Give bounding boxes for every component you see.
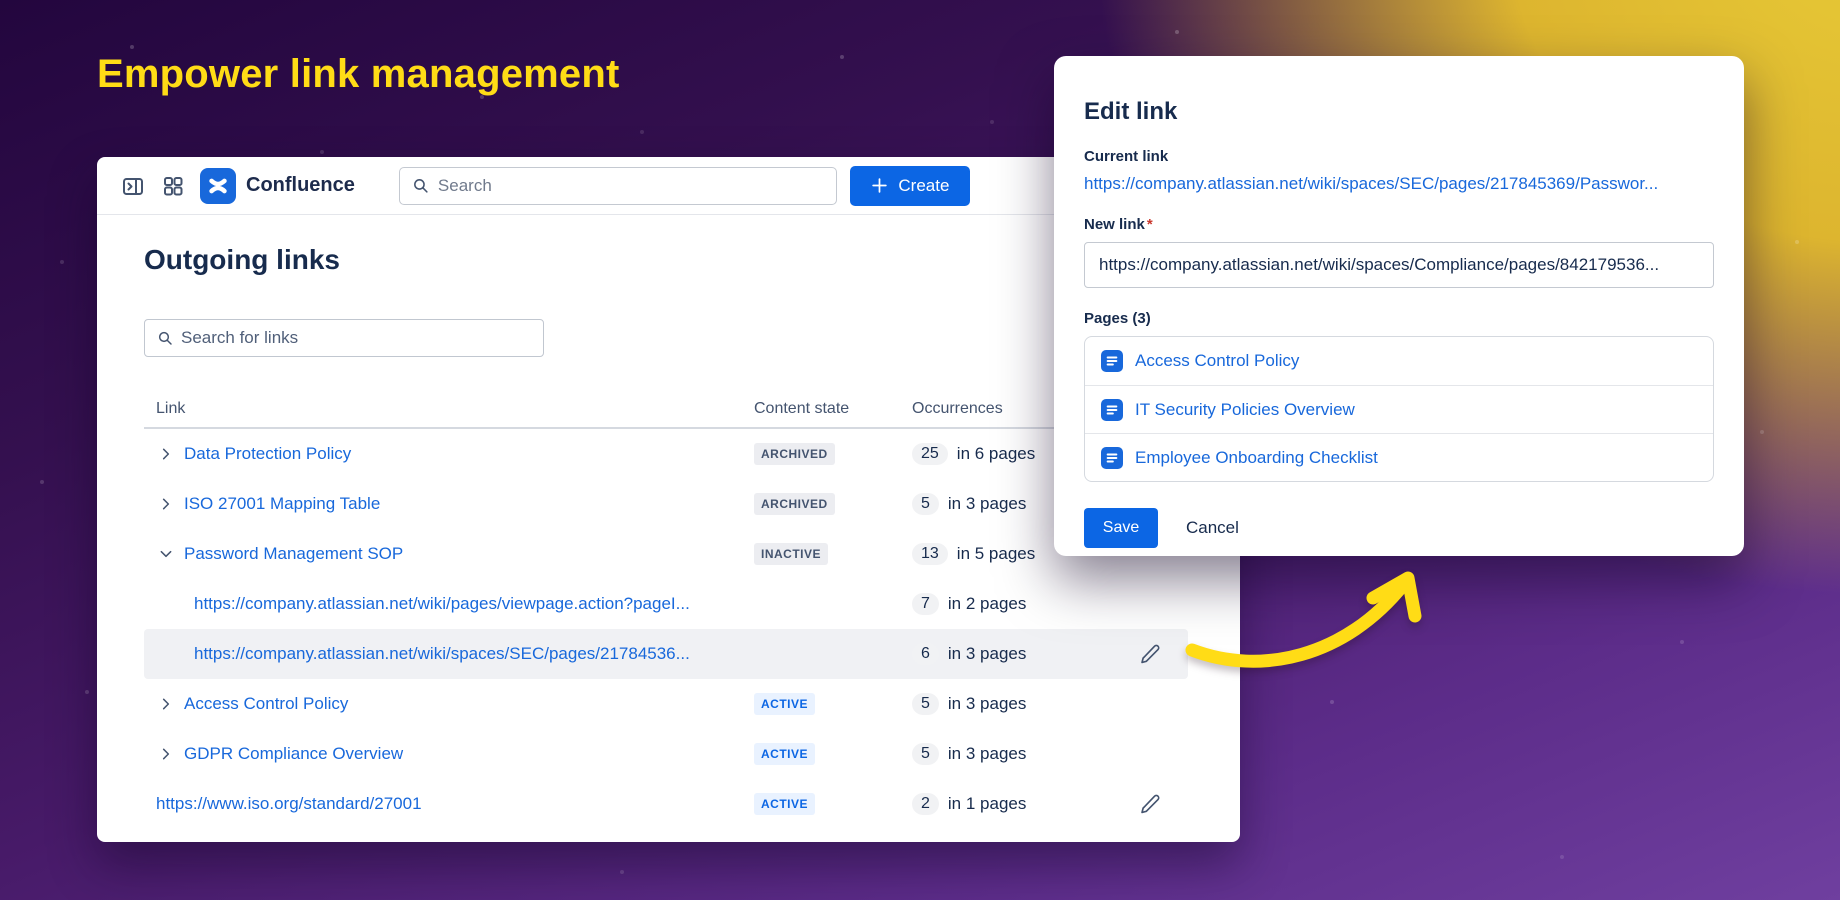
status-badge: ARCHIVED	[754, 493, 835, 515]
page-link[interactable]: IT Security Policies Overview	[1135, 399, 1355, 419]
document-icon	[1101, 350, 1123, 372]
link-label[interactable]: Access Control Policy	[184, 694, 349, 713]
product-name: Confluence	[246, 174, 355, 196]
edit-link-button[interactable]	[1134, 638, 1166, 670]
occurrence-count: 2	[912, 793, 939, 815]
status-badge: ACTIVE	[754, 793, 816, 815]
plus-icon	[872, 178, 888, 193]
new-link-input[interactable]	[1084, 242, 1714, 288]
save-button[interactable]: Save	[1084, 508, 1158, 548]
required-asterisk: *	[1146, 216, 1153, 233]
page-title: Outgoing links	[144, 244, 340, 275]
table-row[interactable]: ISO 27001 Mapping Table ARCHIVED 5 in 3 p…	[144, 479, 1188, 529]
current-link-value[interactable]: https://company.atlassian.net/wiki/space…	[1084, 174, 1659, 193]
create-button[interactable]: Create	[849, 165, 970, 206]
status-badge: ARCHIVED	[754, 443, 835, 465]
occurrence-count: 7	[912, 593, 939, 615]
page-list-item[interactable]: Access Control Policy	[1085, 337, 1713, 385]
column-header-occurrences: Occurrences	[912, 400, 1003, 417]
pencil-icon	[1141, 644, 1160, 664]
pages-list: Access Control Policy IT Security Polici…	[1084, 336, 1714, 482]
table-row[interactable]: Password Management SOP INACTIVE 13 in 5 …	[144, 529, 1188, 579]
edit-link-modal: Edit link Current link https://company.a…	[1054, 56, 1744, 556]
occurrence-pages: in 5 pages	[956, 544, 1036, 563]
cancel-button[interactable]: Cancel	[1186, 518, 1239, 537]
column-header-content-state: Content state	[754, 400, 850, 417]
sidebar-toggle-icon[interactable]	[120, 173, 146, 199]
current-link-label: Current link	[1084, 148, 1169, 165]
table-row[interactable]: Access Control Policy ACTIVE 5 in 3 pages	[144, 679, 1188, 729]
occurrence-pages: in 1 pages	[947, 794, 1027, 813]
link-label[interactable]: Data Protection Policy	[184, 444, 352, 463]
link-url[interactable]: https://www.iso.org/standard/27001	[156, 794, 422, 813]
column-header-link: Link	[156, 400, 186, 417]
app-header: Confluence Create	[97, 157, 1240, 215]
chevron-right-icon[interactable]	[156, 444, 176, 464]
document-icon	[1101, 446, 1123, 469]
background-stars	[130, 45, 134, 49]
modal-actions: Save Cancel	[1084, 508, 1714, 548]
global-search-input[interactable]	[437, 175, 826, 196]
occurrence-pages: in 3 pages	[947, 744, 1027, 763]
occurrence-count: 13	[912, 543, 948, 565]
link-label[interactable]: GDPR Compliance Overview	[184, 744, 404, 763]
table-row[interactable]: https://company.atlassian.net/wiki/pages…	[144, 579, 1188, 629]
link-url[interactable]: https://company.atlassian.net/wiki/pages…	[194, 594, 690, 613]
search-icon	[413, 179, 428, 193]
occurrence-pages: in 3 pages	[947, 644, 1027, 663]
occurrence-pages: in 2 pages	[947, 594, 1027, 613]
hero-title: Empower link management	[97, 52, 620, 96]
global-search[interactable]	[398, 166, 837, 205]
pages-label: Pages (3)	[1084, 310, 1151, 327]
status-badge: ACTIVE	[754, 693, 816, 715]
confluence-window: Confluence Create Outgoing links Link Co	[97, 157, 1240, 842]
links-search-input[interactable]	[181, 328, 533, 348]
page-list-item[interactable]: IT Security Policies Overview	[1085, 385, 1713, 433]
link-url[interactable]: https://company.atlassian.net/wiki/space…	[194, 644, 690, 663]
occurrence-count: 25	[912, 443, 948, 465]
links-search[interactable]	[144, 319, 544, 357]
chevron-right-icon[interactable]	[156, 694, 176, 714]
page-link[interactable]: Employee Onboarding Checklist	[1135, 447, 1378, 467]
chevron-right-icon[interactable]	[156, 494, 176, 514]
occurrence-count: 5	[912, 693, 939, 715]
occurrence-count: 5	[912, 743, 939, 765]
page-link[interactable]: Access Control Policy	[1135, 351, 1300, 370]
table-row-highlighted[interactable]: https://company.atlassian.net/wiki/space…	[144, 629, 1188, 679]
modal-title: Edit link	[1084, 98, 1178, 125]
document-icon	[1101, 398, 1123, 421]
table-row[interactable]: GDPR Compliance Overview ACTIVE 5 in 3 pa…	[144, 729, 1188, 779]
chevron-right-icon[interactable]	[156, 744, 176, 764]
occurrence-pages: in 3 pages	[947, 694, 1027, 713]
search-icon	[158, 331, 172, 345]
app-switcher-icon[interactable]	[160, 173, 186, 199]
pencil-icon	[1141, 794, 1160, 814]
outgoing-links-table: Link Content state Occurrences Data Prot…	[144, 391, 1188, 829]
link-label[interactable]: Password Management SOP	[184, 544, 404, 563]
occurrence-pages: in 6 pages	[956, 444, 1036, 463]
chevron-down-icon[interactable]	[156, 544, 176, 564]
new-link-label: New link *	[1084, 216, 1153, 233]
occurrence-pages: in 3 pages	[947, 494, 1027, 513]
page-list-item[interactable]: Employee Onboarding Checklist	[1085, 433, 1713, 481]
occurrence-count: 5	[912, 493, 939, 515]
link-label[interactable]: ISO 27001 Mapping Table	[184, 494, 381, 513]
confluence-logo-icon[interactable]	[200, 167, 236, 204]
status-badge: INACTIVE	[754, 543, 829, 565]
edit-link-button[interactable]	[1134, 788, 1166, 820]
table-row[interactable]: https://www.iso.org/standard/27001 ACTIV…	[144, 779, 1188, 829]
table-header: Link Content state Occurrences	[144, 391, 1188, 429]
annotation-arrow	[1185, 571, 1422, 668]
occurrence-count: 6	[912, 643, 939, 665]
status-badge: ACTIVE	[754, 743, 816, 765]
table-row[interactable]: Data Protection Policy ARCHIVED 25 in 6 p…	[144, 429, 1188, 479]
